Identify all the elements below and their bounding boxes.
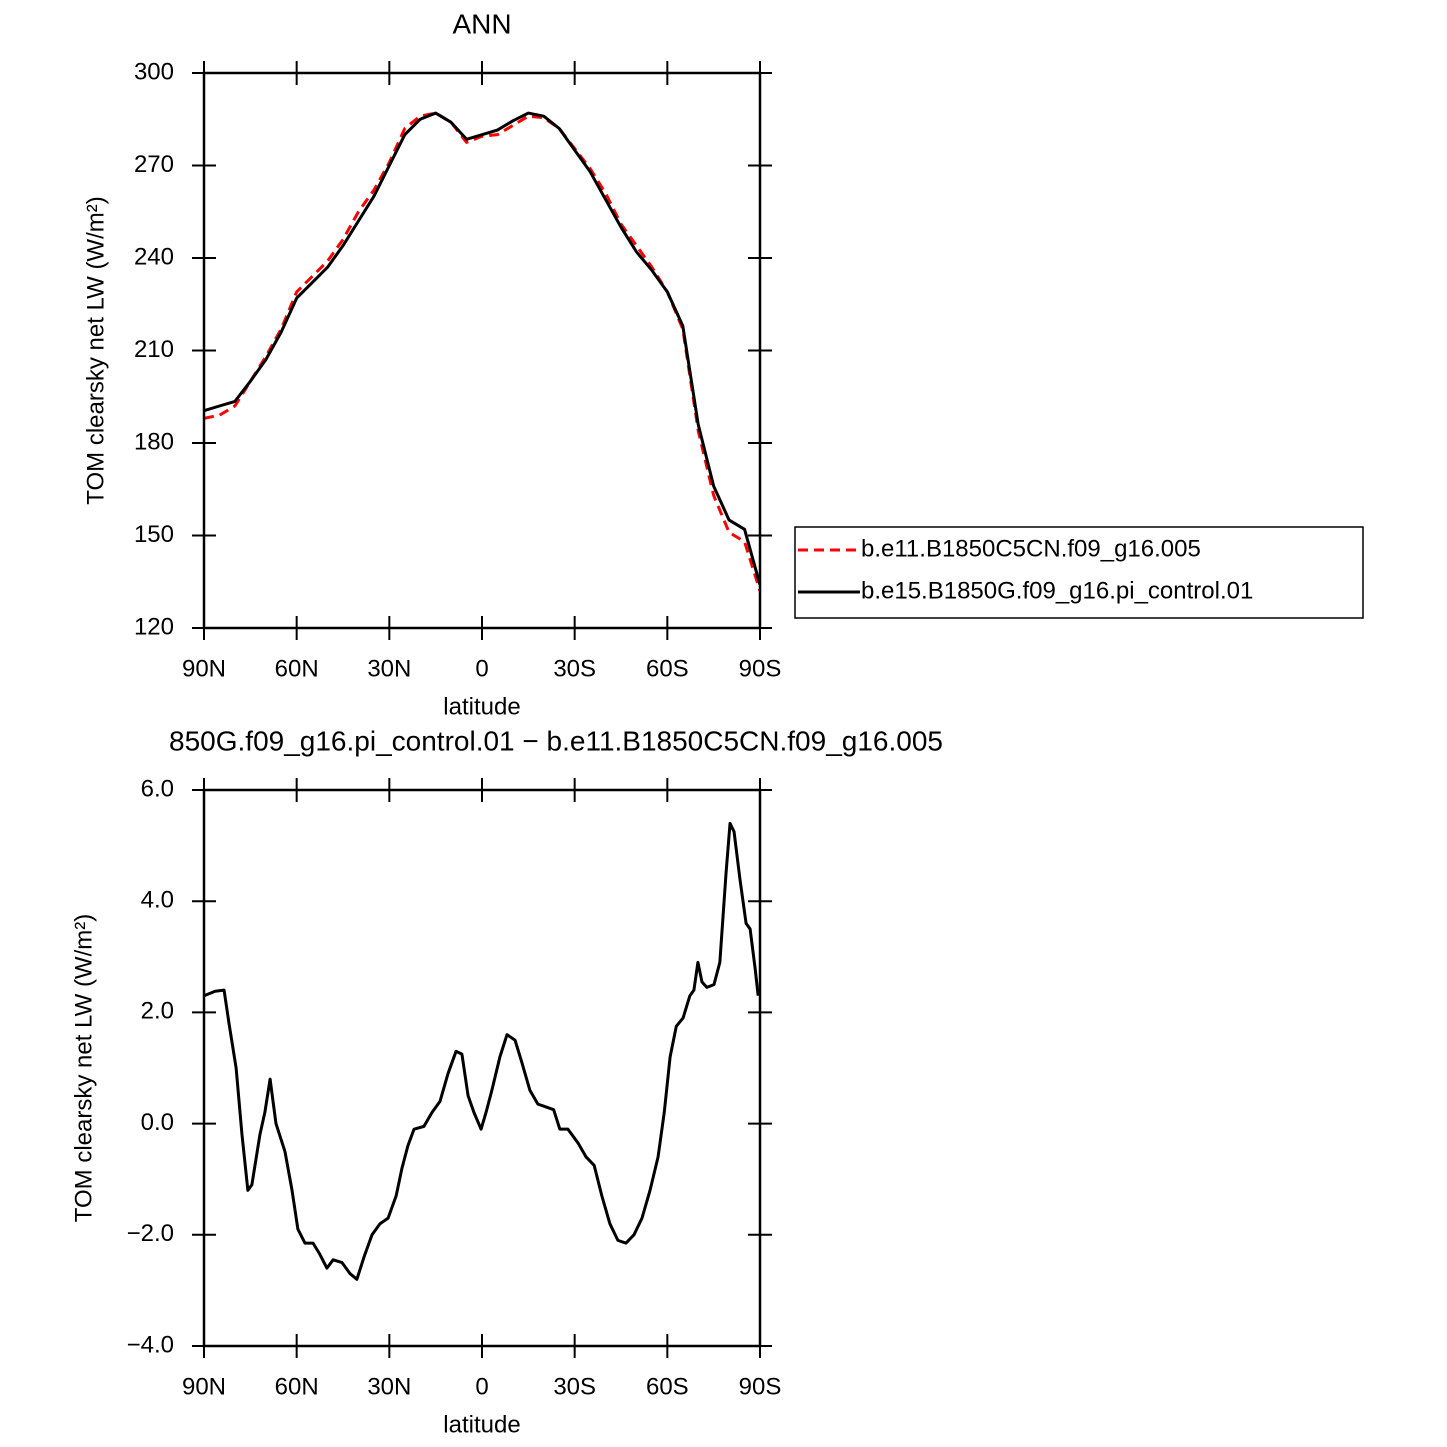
y-tick-label: 270 xyxy=(134,151,174,178)
chart-title: 850G.f09_g16.pi_control.01 − b.e11.B1850… xyxy=(169,725,943,756)
y-tick-label: 210 xyxy=(134,336,174,363)
x-tick-label: 60S xyxy=(646,655,689,682)
x-tick-label: 90N xyxy=(182,655,226,682)
x-tick-label: 60S xyxy=(646,1373,689,1400)
x-tick-label: 60N xyxy=(275,1373,319,1400)
data-line xyxy=(203,111,762,592)
data-line xyxy=(203,821,760,1281)
y-axis-label: TOM clearsky net LW (W/m²) xyxy=(82,196,109,504)
legend-box xyxy=(794,526,1364,619)
x-tick-label: 60N xyxy=(275,655,319,682)
x-tick-label: 0 xyxy=(475,655,488,682)
y-tick-label: 2.0 xyxy=(141,998,174,1025)
y-tick-label: 240 xyxy=(134,243,174,270)
x-tick-label: 90S xyxy=(739,655,782,682)
x-axis-label: latitude xyxy=(443,1411,520,1438)
x-tick-label: 30N xyxy=(367,1373,411,1400)
y-tick-label: 0.0 xyxy=(141,1109,174,1136)
legend-label: b.e15.B1850G.f09_g16.pi_control.01 xyxy=(861,577,1253,604)
data-line xyxy=(203,111,762,586)
legend-label: b.e11.B1850C5CN.f09_g16.005 xyxy=(861,535,1201,562)
chart-title: ANN xyxy=(452,8,511,39)
y-tick-label: 4.0 xyxy=(141,887,174,914)
y-tick-label: 180 xyxy=(134,428,174,455)
y-tick-label: 150 xyxy=(134,521,174,548)
x-tick-label: 30S xyxy=(553,655,596,682)
y-tick-label: −4.0 xyxy=(127,1331,174,1358)
x-tick-label: 30S xyxy=(553,1373,596,1400)
y-tick-label: 120 xyxy=(134,613,174,640)
y-tick-label: −2.0 xyxy=(127,1220,174,1247)
x-tick-label: 90N xyxy=(182,1373,226,1400)
plot-frame xyxy=(202,788,762,1348)
y-tick-label: 6.0 xyxy=(141,775,174,802)
x-tick-label: 30N xyxy=(367,655,411,682)
x-tick-label: 0 xyxy=(475,1373,488,1400)
x-axis-label: latitude xyxy=(443,693,520,720)
x-tick-label: 90S xyxy=(739,1373,782,1400)
y-axis-label: TOM clearsky net LW (W/m²) xyxy=(70,914,97,1222)
y-tick-label: 300 xyxy=(134,58,174,85)
plot-frame xyxy=(202,71,762,630)
